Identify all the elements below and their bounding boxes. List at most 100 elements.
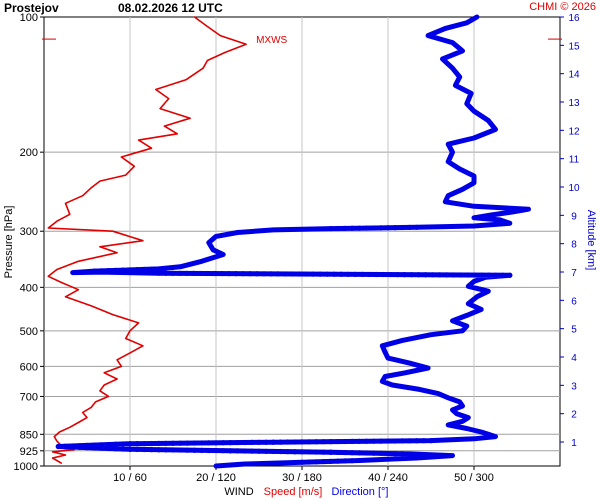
- direction-dot: [268, 271, 274, 277]
- direction-dot: [406, 224, 413, 230]
- direction-dot: [458, 272, 464, 278]
- pressure-tick-label: 600: [20, 361, 38, 373]
- direction-dot: [170, 440, 176, 446]
- direction-dot: [401, 272, 408, 278]
- pressure-tick-label: 700: [20, 391, 38, 403]
- direction-dot: [148, 266, 155, 272]
- direction-dot: [392, 451, 398, 457]
- direction-dot: [352, 271, 358, 277]
- direction-dot: [373, 271, 379, 278]
- pressure-tick-label: 500: [20, 326, 38, 338]
- direction-dot: [55, 443, 61, 450]
- direction-dot: [328, 226, 334, 232]
- direction-dot: [306, 459, 312, 465]
- direction-dot: [177, 270, 183, 276]
- direction-dot: [234, 439, 241, 446]
- pressure-axis: 100 200 300 400 500 600 700 850 925 1000: [14, 12, 44, 473]
- direction-dot: [256, 439, 262, 445]
- direction-dot: [349, 458, 355, 464]
- pressure-tick-label: 1000: [14, 461, 38, 473]
- direction-dot: [227, 448, 233, 454]
- direction-dot: [349, 225, 355, 231]
- direction-dot: [507, 272, 513, 278]
- direction-dot: [303, 271, 309, 277]
- direction-dot: [277, 448, 284, 455]
- direction-dot: [335, 438, 341, 445]
- altitude-tick-label: 12: [568, 126, 580, 137]
- direction-profile-line: [55, 14, 531, 469]
- direction-dot: [328, 449, 334, 455]
- direction-dot: [486, 272, 492, 278]
- direction-dot: [437, 272, 443, 278]
- direction-dot: [378, 450, 384, 456]
- direction-dot: [335, 225, 341, 232]
- direction-dot: [141, 266, 147, 273]
- direction-dot: [292, 449, 298, 455]
- direction-dot: [275, 271, 281, 277]
- altitude-tick-label: 2: [571, 410, 577, 421]
- direction-dot: [184, 270, 190, 276]
- direction-dot: [105, 441, 112, 448]
- direction-dot: [451, 272, 457, 278]
- direction-dot: [282, 271, 288, 277]
- pressure-tick-label: 300: [20, 226, 38, 238]
- altitude-axis-title: Altitude [km]: [585, 210, 597, 271]
- grid: [44, 17, 560, 466]
- direction-dot: [366, 271, 372, 278]
- footer-speed-label: Speed [m/s]: [264, 486, 323, 498]
- direction-dot: [292, 459, 298, 466]
- direction-dot: [356, 225, 362, 231]
- direction-dot: [213, 447, 219, 454]
- wind-axis: 10 / 60 20 / 120 30 / 180 40 / 240 50 / 300: [113, 466, 494, 484]
- direction-dot: [141, 446, 147, 453]
- direction-dot: [105, 445, 112, 452]
- direction-dot: [177, 440, 183, 446]
- direction-dot: [191, 270, 197, 276]
- direction-dot: [392, 438, 398, 444]
- direction-dot: [120, 267, 126, 273]
- altitude-tick-label: 11: [569, 155, 580, 166]
- direction-dot: [199, 440, 205, 446]
- direction-dot: [98, 442, 104, 448]
- direction-dot: [387, 271, 394, 278]
- direction-dot: [415, 272, 422, 278]
- direction-dot: [310, 271, 316, 277]
- direction-dot: [206, 447, 212, 454]
- direction-dot: [385, 225, 391, 231]
- direction-dot: [127, 446, 133, 452]
- direction-dot: [493, 272, 499, 278]
- direction-dot: [399, 438, 405, 444]
- altitude-tick-label: 7: [571, 268, 577, 279]
- direction-dot: [328, 458, 334, 464]
- direction-dot: [156, 440, 162, 447]
- altitude-tick-label: 15: [568, 41, 580, 52]
- direction-dot: [306, 439, 312, 445]
- direction-dot: [356, 457, 362, 464]
- direction-dot: [163, 447, 169, 453]
- direction-dot: [77, 443, 83, 449]
- direction-dot: [113, 441, 119, 447]
- direction-dot: [120, 446, 126, 452]
- direction-dot: [444, 272, 450, 278]
- direction-dot: [399, 451, 405, 457]
- direction-dot: [156, 270, 162, 276]
- direction-dot: [220, 448, 226, 454]
- direction-dot: [406, 438, 413, 444]
- direction-dot: [500, 272, 506, 278]
- direction-dot: [363, 450, 370, 456]
- direction-dot: [394, 271, 401, 278]
- direction-dot: [349, 450, 355, 456]
- altitude-tick-label: 8: [571, 240, 577, 251]
- direction-dot: [342, 449, 348, 456]
- direction-dot: [177, 447, 183, 453]
- direction-dot: [242, 448, 248, 454]
- pressure-tick-label: 200: [20, 147, 38, 159]
- speed-profile-line: [47, 16, 247, 464]
- wind-tick-label: 30 / 180: [282, 472, 322, 484]
- direction-dot: [342, 458, 348, 464]
- direction-dot: [156, 447, 162, 453]
- direction-dot: [134, 267, 140, 273]
- direction-dot: [113, 446, 119, 452]
